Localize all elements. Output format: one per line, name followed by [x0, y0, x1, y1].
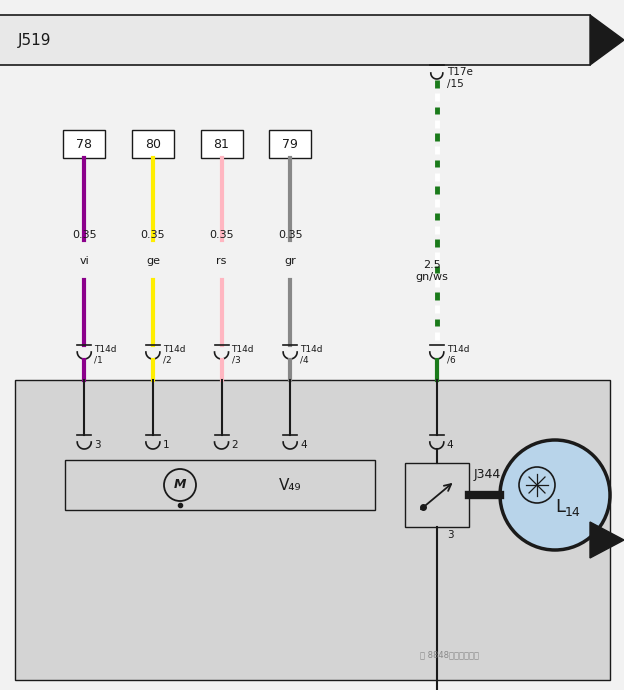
Text: T14d
/4: T14d /4: [300, 345, 323, 364]
Text: 79: 79: [282, 137, 298, 150]
Bar: [0, 15, 590, 65]
Text: 1: 1: [163, 440, 170, 450]
Text: T14d
/3: T14d /3: [232, 345, 254, 364]
Text: 14: 14: [565, 506, 581, 520]
Text: 81: 81: [213, 137, 230, 150]
Text: vi: vi: [79, 256, 89, 266]
Text: ge: ge: [146, 256, 160, 266]
Text: gr: gr: [285, 256, 296, 266]
Text: 0.35: 0.35: [72, 230, 97, 240]
Text: 0.35: 0.35: [140, 230, 165, 240]
Polygon shape: [590, 15, 624, 65]
Text: 🔧 8848汽车技术论坛: 🔧 8848汽车技术论坛: [420, 651, 479, 660]
Text: rs: rs: [217, 256, 227, 266]
Text: 78: 78: [76, 137, 92, 150]
Text: 80: 80: [145, 137, 161, 150]
Text: gn/ws: gn/ws: [416, 272, 448, 282]
Text: 3: 3: [94, 440, 101, 450]
Text: 3: 3: [447, 530, 454, 540]
Text: T14d
/2: T14d /2: [163, 345, 185, 364]
Text: 2.5: 2.5: [423, 260, 441, 270]
Text: M: M: [173, 478, 186, 491]
Text: J344: J344: [474, 468, 501, 481]
Bar: [15, 380, 610, 680]
Text: 0.35: 0.35: [209, 230, 234, 240]
Bar: [63, 130, 105, 158]
Text: 2: 2: [232, 440, 238, 450]
Text: 4: 4: [447, 440, 454, 450]
Text: T17e
/15: T17e /15: [447, 67, 472, 88]
Text: L: L: [555, 498, 565, 516]
Text: J519: J519: [18, 32, 52, 48]
Text: V₄₉: V₄₉: [279, 477, 301, 493]
Text: T14d
/1: T14d /1: [94, 345, 117, 364]
Text: 0.35: 0.35: [278, 230, 303, 240]
Circle shape: [500, 440, 610, 550]
Bar: [405, 463, 469, 527]
Bar: [269, 130, 311, 158]
Text: T14d
/6: T14d /6: [447, 345, 469, 364]
Bar: [200, 130, 243, 158]
Text: 4: 4: [300, 440, 307, 450]
Bar: [132, 130, 174, 158]
Polygon shape: [590, 522, 624, 558]
Bar: [65, 460, 375, 510]
